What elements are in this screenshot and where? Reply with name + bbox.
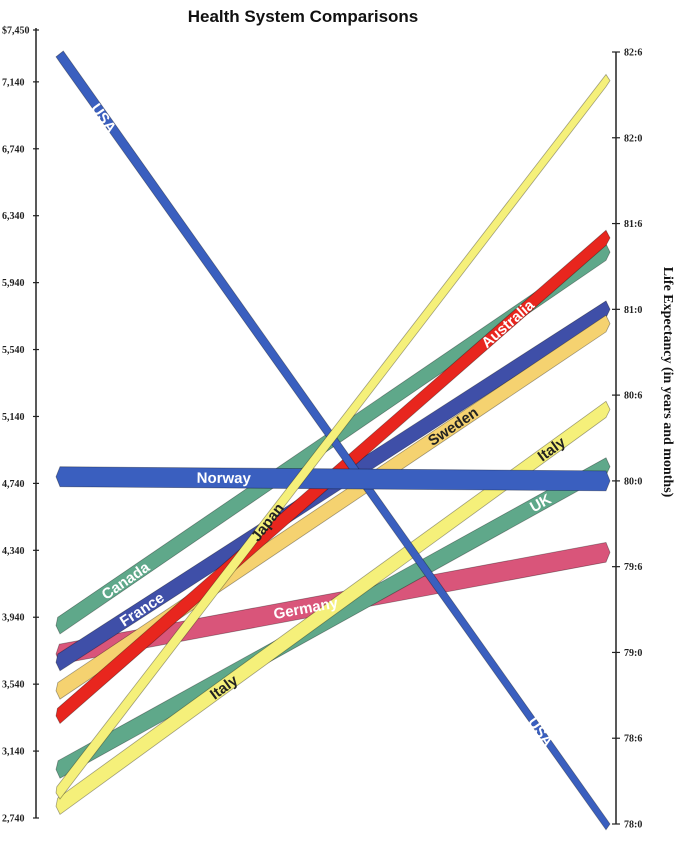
band-label-australia: Australia <box>478 296 538 352</box>
left-tick-label: 5,940 <box>2 278 25 289</box>
left-tick-label: 3,940 <box>2 613 25 624</box>
left-tick-label: 3,540 <box>2 680 25 691</box>
right-tick-label: 78:6 <box>624 734 642 745</box>
left-tick-label: 5,540 <box>2 345 25 356</box>
band-norway <box>55 466 611 492</box>
left-tick-label: 4,340 <box>2 546 25 557</box>
right-tick-label: 80:6 <box>624 391 642 402</box>
band-italy <box>55 400 611 816</box>
left-tick-label: $7,450 <box>2 26 30 37</box>
left-tick-label: 2,740 <box>2 814 25 825</box>
band-japan <box>55 73 611 800</box>
left-tick-label: 4,740 <box>2 479 25 490</box>
left-tick-label: 3,140 <box>2 747 25 758</box>
right-tick-label: 79:6 <box>624 562 642 573</box>
right-tick-label: 81:6 <box>624 219 642 230</box>
right-tick-label: 82:0 <box>624 133 642 144</box>
right-tick-label: 81:0 <box>624 305 642 316</box>
left-tick-label: 5,140 <box>2 412 25 423</box>
right-tick-label: 80:0 <box>624 476 642 487</box>
left-tick-label: 6,740 <box>2 144 25 155</box>
right-axis-title: Life Expectancy (in years and months) <box>660 267 675 498</box>
right-tick-label: 82:6 <box>624 48 642 59</box>
band-label-norway: Norway <box>197 470 252 487</box>
left-tick-label: 7,140 <box>2 77 25 88</box>
left-tick-label: 6,340 <box>2 211 25 222</box>
bands <box>55 50 611 831</box>
left-ticks: $7,450 7,140 6,740 6,340 5,940 5,540 5,140 4,74… <box>2 26 39 825</box>
chart-title: Health System Comparisons <box>188 7 419 26</box>
right-tick-label: 79:0 <box>624 648 642 659</box>
right-ticks: 82:6 82:0 81:6 81:0 80:6 80:0 79:6 79:0 78:6 78:0 <box>612 48 642 831</box>
right-tick-label: 78:0 <box>624 820 642 831</box>
